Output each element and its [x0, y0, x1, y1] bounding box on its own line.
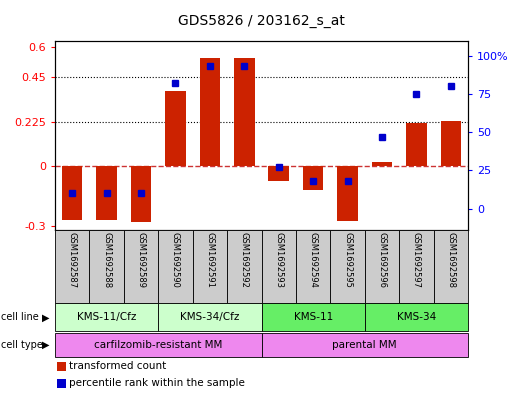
Bar [131, 166, 151, 222]
Text: KMS-11: KMS-11 [293, 312, 333, 322]
Bar [199, 58, 220, 166]
Text: percentile rank within the sample: percentile rank within the sample [70, 378, 245, 388]
FancyBboxPatch shape [124, 230, 158, 303]
Text: ▶: ▶ [42, 340, 50, 350]
FancyBboxPatch shape [434, 230, 468, 303]
FancyBboxPatch shape [55, 230, 89, 303]
Text: carfilzomib-resistant MM: carfilzomib-resistant MM [94, 340, 222, 350]
FancyBboxPatch shape [262, 230, 296, 303]
Text: GSM1692589: GSM1692589 [137, 232, 145, 288]
Text: GSM1692591: GSM1692591 [206, 232, 214, 288]
FancyBboxPatch shape [399, 230, 434, 303]
Text: KMS-34/Cfz: KMS-34/Cfz [180, 312, 240, 322]
FancyBboxPatch shape [331, 230, 365, 303]
Bar [440, 121, 461, 166]
Text: GSM1692596: GSM1692596 [378, 232, 386, 288]
Text: GSM1692598: GSM1692598 [446, 232, 456, 288]
Bar [62, 166, 83, 220]
Text: GSM1692593: GSM1692593 [274, 232, 283, 288]
Bar [268, 166, 289, 181]
FancyBboxPatch shape [55, 303, 158, 331]
Bar [57, 379, 66, 387]
FancyBboxPatch shape [365, 303, 468, 331]
FancyBboxPatch shape [89, 230, 124, 303]
Text: GSM1692587: GSM1692587 [67, 232, 77, 288]
Text: GSM1692594: GSM1692594 [309, 232, 317, 288]
Text: transformed count: transformed count [70, 362, 167, 371]
Bar [303, 166, 323, 190]
FancyBboxPatch shape [158, 230, 192, 303]
Bar [234, 58, 255, 166]
Text: KMS-34: KMS-34 [397, 312, 436, 322]
Text: cell type: cell type [1, 340, 43, 350]
Bar [96, 166, 117, 220]
FancyBboxPatch shape [262, 333, 468, 357]
FancyBboxPatch shape [227, 230, 262, 303]
Bar [337, 166, 358, 221]
FancyBboxPatch shape [296, 230, 331, 303]
Bar [406, 123, 427, 166]
Text: GSM1692590: GSM1692590 [171, 232, 180, 288]
FancyBboxPatch shape [365, 230, 399, 303]
Text: GSM1692595: GSM1692595 [343, 232, 352, 288]
Text: parental MM: parental MM [333, 340, 397, 350]
Text: GSM1692588: GSM1692588 [102, 232, 111, 288]
FancyBboxPatch shape [55, 333, 262, 357]
Text: GSM1692597: GSM1692597 [412, 232, 421, 288]
FancyBboxPatch shape [158, 303, 262, 331]
FancyBboxPatch shape [192, 230, 227, 303]
Text: GSM1692592: GSM1692592 [240, 232, 249, 288]
Bar [372, 162, 392, 166]
Text: GDS5826 / 203162_s_at: GDS5826 / 203162_s_at [178, 14, 345, 28]
Text: ▶: ▶ [42, 312, 50, 322]
FancyBboxPatch shape [262, 303, 365, 331]
Text: KMS-11/Cfz: KMS-11/Cfz [77, 312, 137, 322]
Bar [57, 362, 66, 371]
Bar [165, 91, 186, 166]
Text: cell line: cell line [1, 312, 39, 322]
